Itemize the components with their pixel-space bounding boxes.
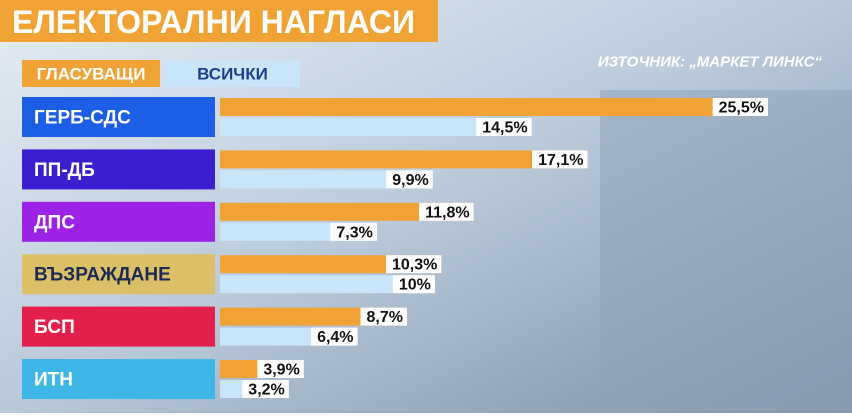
value-label: 10% <box>399 277 431 294</box>
value-label: 11,8% <box>425 204 469 221</box>
value-label: 7,3% <box>336 224 372 241</box>
category-box <box>22 149 215 190</box>
category-label: БСП <box>34 317 75 338</box>
legend-swatch <box>165 60 300 87</box>
value-label: 3,9% <box>263 362 299 379</box>
value-label-box <box>360 307 407 326</box>
category-box <box>22 254 215 295</box>
category-label: ПП-ДБ <box>34 160 95 181</box>
legend-label: ВСИЧКИ <box>197 65 268 84</box>
value-label-box <box>532 150 588 169</box>
bar <box>220 202 474 221</box>
category-box <box>22 201 215 242</box>
value-label: 17,1% <box>538 152 583 169</box>
value-label-box <box>385 255 442 274</box>
value-label-box <box>712 98 768 116</box>
value-label: 8,7% <box>366 309 402 326</box>
value-label-box <box>476 118 532 136</box>
legend-label: ГЛАСУВАЩИ <box>37 65 146 84</box>
value-label: 6,4% <box>317 329 353 346</box>
building <box>600 90 852 413</box>
bar <box>220 118 532 136</box>
bar <box>220 150 588 169</box>
bar <box>220 307 407 326</box>
value-label-box <box>257 360 304 378</box>
category-box <box>22 359 215 399</box>
value-label-box <box>386 170 433 189</box>
value-label: 3,2% <box>248 382 284 399</box>
value-label: 25,5% <box>719 100 764 117</box>
legend-swatch <box>22 60 160 87</box>
category-label: ДПС <box>34 212 75 233</box>
value-label: 9,9% <box>392 172 428 189</box>
bar <box>220 98 768 116</box>
category-label: ВЪЗРАЖДАНЕ <box>34 265 171 286</box>
category-label: ИТН <box>34 370 73 391</box>
bar <box>220 170 433 189</box>
value-label-box <box>242 380 289 398</box>
category-box <box>22 97 215 137</box>
source: ИЗТОЧНИК: „МАРКЕТ ЛИНКС“ <box>598 54 823 71</box>
value-label-box <box>311 327 358 346</box>
value-label-box <box>392 275 435 294</box>
title-bar <box>0 0 438 42</box>
value-label: 10,3% <box>392 257 437 274</box>
category-box <box>22 306 215 347</box>
chart-title: ЕЛЕКТОРАЛНИ НАГЛАСИ <box>12 4 415 40</box>
category-label: ГЕРБ-СДС <box>34 108 131 129</box>
bar <box>220 275 435 294</box>
value-label-box <box>419 202 474 221</box>
value-label: 14,5% <box>482 120 527 137</box>
value-label-box <box>330 222 377 241</box>
